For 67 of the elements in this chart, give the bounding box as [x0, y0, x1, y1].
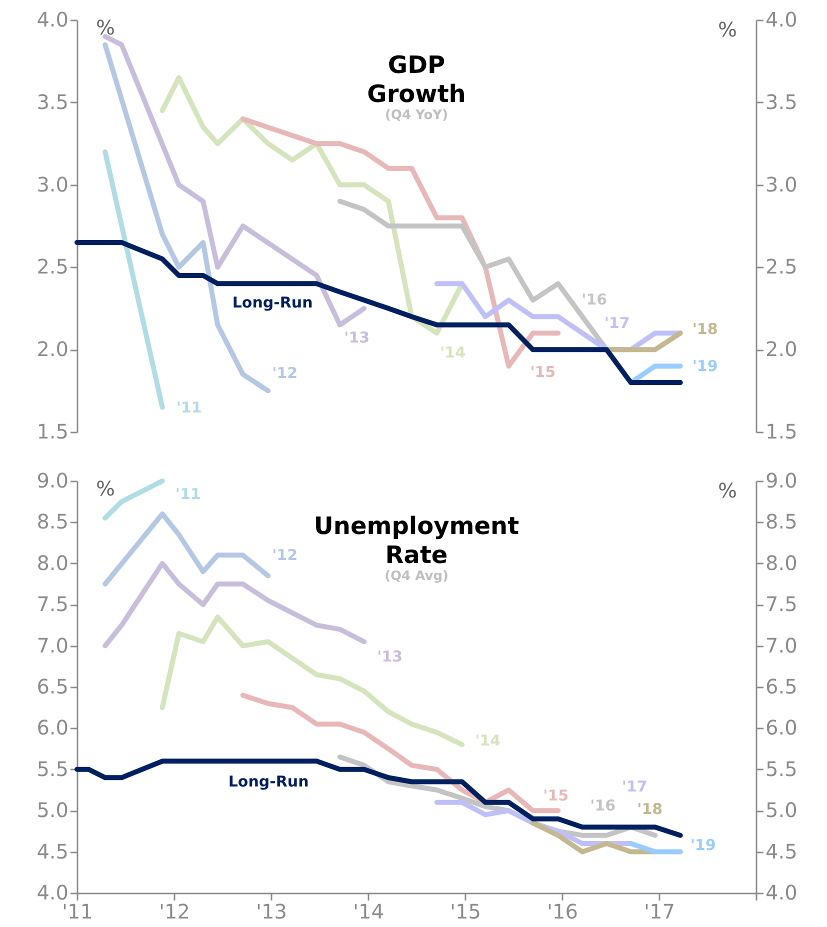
y2-tick-label: 6.5 [766, 674, 798, 698]
text: '18 [637, 800, 663, 818]
series-label: '13 [344, 328, 370, 346]
x-tick-label: '16 [547, 900, 578, 924]
y2-tick-label: 5.5 [766, 756, 798, 781]
series-label: '11 [176, 398, 202, 416]
series-label: '19 [692, 357, 718, 376]
y2-tick-label: 3.0 [766, 172, 798, 196]
y2-tick-label: 7.0 [766, 633, 798, 658]
series-label: '14 [440, 344, 466, 362]
x-tick-label: '14 [353, 900, 384, 924]
series-label: '18 [692, 320, 718, 338]
y2-tick-label: 3.5 [766, 90, 798, 114]
y-tick-label: 8.0 [36, 550, 68, 575]
series-label: '17 [604, 314, 630, 332]
y2-tick-label: 2.5 [766, 254, 798, 279]
x-tick-label: '17 [644, 900, 675, 924]
y-tick-label: 7.0 [36, 633, 68, 658]
y2-tick-label: 2.0 [766, 337, 798, 362]
series-label: '12 [272, 364, 298, 382]
y2-tick-label: 1.5 [766, 420, 798, 444]
series-label: '16 [582, 290, 608, 309]
y2-tick-label: 8.0 [766, 550, 798, 575]
y-tick-label: 7.5 [36, 592, 68, 616]
y-tick-label: 3.0 [36, 172, 68, 196]
y2-tick-label: 8.5 [766, 510, 798, 534]
y2-tick-label: 4.5 [766, 839, 798, 864]
series-label: '16 [590, 796, 616, 814]
series-label: '11 [175, 485, 201, 503]
y2-tick-label: 4.0 [766, 880, 798, 904]
y2-tick-label: 7.5 [766, 592, 798, 616]
y-tick-label: 2.0 [36, 337, 68, 362]
text: '17 [622, 778, 648, 796]
x-tick-label: '13 [256, 900, 287, 924]
x-tick-label: '12 [159, 900, 190, 924]
text: GDP Growth [367, 51, 466, 108]
series-label: '15 [530, 363, 556, 382]
y2-axis-title: % [718, 18, 738, 42]
y-tick-label: 2.5 [36, 254, 68, 279]
y-tick-label: 1.5 [36, 420, 68, 444]
y2-tick-label: 5.0 [766, 798, 798, 822]
text: Unemployment Rate [314, 512, 520, 569]
y-tick-label: 3.5 [36, 90, 68, 114]
y-tick-label: 6.5 [36, 674, 68, 698]
y-tick-label: 5.0 [36, 798, 68, 822]
text: (Q4 Avg) [384, 569, 448, 584]
y2-tick-label: 9.0 [766, 468, 798, 492]
series-label: '13 [377, 648, 403, 666]
y-tick-label: 9.0 [36, 468, 68, 492]
y-tick-label: 6.0 [36, 716, 68, 740]
y-tick-label: 4.5 [36, 839, 68, 864]
y-tick-label: 5.5 [36, 756, 68, 781]
text: (Q4 YoY) [384, 108, 448, 123]
series-label: '14 [475, 732, 501, 750]
series-label: '19 [690, 836, 716, 854]
x-tick-label: '15 [450, 900, 481, 924]
series-label: '12 [272, 546, 298, 564]
series-label: '15 [543, 786, 569, 805]
series-label: Long-Run [232, 294, 313, 312]
y-tick-label: 8.5 [36, 510, 68, 534]
y-axis-title: % [96, 476, 116, 500]
y-tick-label: 4.0 [36, 8, 68, 32]
series-label: Long-Run [228, 772, 309, 790]
y2-tick-label: 6.0 [766, 716, 798, 740]
y2-axis-title: % [718, 478, 738, 502]
y-axis-title: % [96, 16, 116, 40]
y2-tick-label: 4.0 [766, 8, 798, 32]
